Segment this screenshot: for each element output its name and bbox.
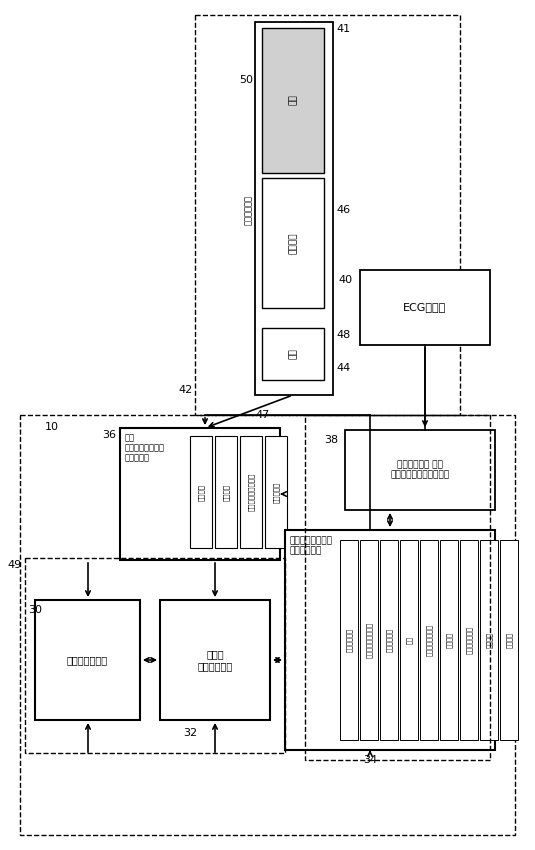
Text: 撮像プローブ: 撮像プローブ (243, 195, 253, 225)
Text: コントローラ及び
処理ユニット: コントローラ及び 処理ユニット (290, 536, 333, 555)
Text: ECGセンサ: ECGセンサ (403, 302, 447, 312)
Bar (345, 430, 495, 510)
Bar (265, 436, 287, 548)
Bar (255, 22, 333, 395)
Text: 34: 34 (363, 755, 377, 765)
Text: 回転位置: 回転位置 (198, 484, 204, 501)
Text: 撮像導管: 撮像導管 (288, 232, 297, 254)
Text: 32: 32 (183, 728, 197, 738)
Text: 30: 30 (28, 605, 42, 615)
Text: モータ駆動ユニット: モータ駆動ユニット (248, 473, 254, 511)
Text: データ記憶域: データ記憶域 (346, 628, 353, 652)
Text: 10: 10 (45, 422, 59, 432)
Text: 角度検出: 角度検出 (506, 632, 513, 648)
Bar (160, 600, 270, 720)
Bar (400, 540, 418, 740)
Bar (460, 540, 478, 740)
Text: 走査検波: 走査検波 (486, 632, 492, 648)
Text: 48: 48 (336, 330, 350, 340)
Bar (195, 15, 460, 415)
Text: 接続: 接続 (288, 348, 297, 360)
Text: 50: 50 (239, 75, 253, 85)
Bar (262, 328, 324, 380)
Text: 画像処理: 画像処理 (446, 632, 452, 648)
Text: 38: 38 (324, 435, 338, 445)
Text: 撮像: 撮像 (288, 94, 297, 105)
Text: 角度検出: 角度検出 (223, 484, 230, 501)
Text: 44: 44 (336, 363, 350, 373)
Bar (120, 428, 280, 560)
Text: 49: 49 (7, 560, 22, 570)
Text: 光サブシステム: 光サブシステム (66, 655, 108, 665)
Text: 40: 40 (339, 275, 353, 285)
Text: モータ制御ユニット: モータ制御ユニット (366, 622, 372, 658)
Bar (285, 530, 495, 750)
Bar (340, 540, 358, 740)
Bar (360, 540, 378, 740)
Text: フルバック: フルバック (273, 481, 279, 502)
Text: 41: 41 (336, 24, 350, 34)
Text: 47: 47 (256, 410, 270, 420)
Text: 体積撮像再構築: 体積撮像再構築 (465, 626, 472, 654)
Bar (262, 28, 324, 173)
Bar (240, 436, 262, 548)
Bar (480, 540, 498, 740)
Text: 電動
インターフェース
モジュール: 電動 インターフェース モジュール (125, 433, 165, 462)
Bar (190, 436, 212, 548)
Text: 42: 42 (179, 385, 193, 395)
Bar (20, 415, 515, 835)
Bar (262, 178, 324, 308)
Text: 回転位置感知: 回転位置感知 (386, 628, 392, 652)
Bar (440, 540, 458, 740)
Text: 心臓ゲーティング: 心臓ゲーティング (426, 624, 432, 656)
Text: 46: 46 (336, 205, 350, 215)
Bar (35, 600, 140, 720)
Bar (360, 270, 490, 345)
Bar (420, 540, 438, 740)
Text: ディスプレイ 及び
ユーザインターフェース: ディスプレイ 及び ユーザインターフェース (391, 461, 449, 479)
Text: 36: 36 (102, 430, 116, 440)
Bar (500, 540, 518, 740)
Bar (380, 540, 398, 740)
Text: 同期: 同期 (406, 636, 412, 644)
Bar (25, 558, 285, 753)
Text: 超音波
サブシステム: 超音波 サブシステム (197, 649, 233, 671)
Bar (215, 436, 237, 548)
Bar (305, 415, 490, 760)
